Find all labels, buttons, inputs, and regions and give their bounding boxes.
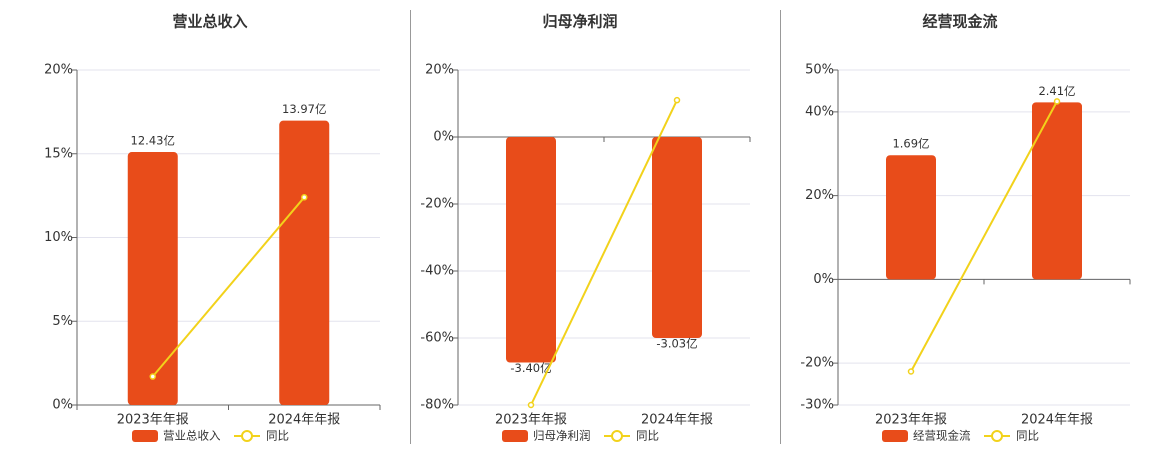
bar: [886, 155, 936, 280]
y-tick-label: 15%: [44, 146, 73, 161]
y-tick-label: 0%: [433, 130, 454, 145]
x-tick-label: 2023年年报: [117, 413, 189, 428]
legend-marker: [611, 430, 623, 442]
legend-marker: [991, 430, 1003, 442]
chart-title: 归母净利润: [542, 13, 617, 31]
bar: [127, 152, 178, 405]
value-label: 2.41亿: [1038, 84, 1075, 98]
legend-label: 同比: [636, 429, 659, 443]
y-tick-label: 0%: [813, 272, 834, 287]
legend-label: 同比: [266, 429, 289, 443]
x-tick-label: 2024年年报: [268, 413, 340, 428]
y-tick-label: 20%: [425, 63, 454, 78]
value-label: 12.43亿: [131, 134, 175, 148]
x-tick-label: 2024年年报: [641, 413, 713, 428]
legend-label: 营业总收入: [163, 429, 221, 443]
y-tick-label: -20%: [420, 197, 454, 212]
line-point: [907, 368, 915, 375]
y-tick-label: -80%: [420, 398, 454, 413]
y-tick-label: 40%: [805, 104, 834, 119]
bar: [652, 137, 702, 338]
y-tick-label: -40%: [420, 264, 454, 279]
x-tick-label: 2024年年报: [1021, 413, 1093, 428]
line-point: [673, 96, 681, 104]
line-series: [910, 100, 1058, 372]
y-tick-label: -20%: [800, 356, 834, 371]
y-tick-label: 0%: [52, 398, 73, 413]
value-label: 13.97亿: [282, 102, 326, 116]
legend-swatch: [502, 430, 528, 442]
y-tick-label: 20%: [44, 63, 73, 78]
y-tick-label: 5%: [52, 314, 73, 329]
bar: [279, 120, 330, 405]
legend-label: 同比: [1016, 429, 1039, 443]
x-tick-label: 2023年年报: [495, 413, 567, 428]
value-label: -3.40亿: [510, 361, 551, 375]
bar: [1032, 102, 1082, 280]
legend-swatch: [882, 430, 908, 442]
x-tick-label: 2023年年报: [875, 413, 947, 428]
line-point: [149, 373, 156, 380]
line-series: [530, 99, 678, 406]
legend-marker: [241, 430, 253, 442]
y-tick-label: 20%: [805, 188, 834, 203]
line-point: [527, 401, 535, 409]
legend-label: 经营现金流: [913, 429, 971, 443]
line-series: [151, 196, 306, 378]
value-label: -3.03亿: [656, 337, 697, 351]
legend-swatch: [132, 430, 158, 442]
line-point: [1053, 98, 1061, 105]
legend-label: 归母净利润: [533, 429, 591, 443]
line-point: [301, 194, 308, 201]
chart-title: 经营现金流: [922, 13, 997, 31]
chart-title: 营业总收入: [172, 13, 247, 31]
y-tick-label: 10%: [44, 230, 73, 245]
y-tick-label: -60%: [420, 331, 454, 346]
y-tick-label: 50%: [805, 63, 834, 78]
bar: [506, 137, 556, 363]
value-label: 1.69亿: [892, 137, 929, 151]
y-tick-label: -30%: [800, 398, 834, 413]
